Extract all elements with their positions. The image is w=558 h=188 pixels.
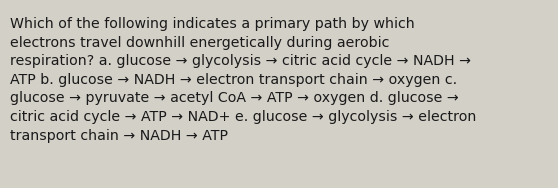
Text: Which of the following indicates a primary path by which
electrons travel downhi: Which of the following indicates a prima… — [10, 17, 477, 143]
